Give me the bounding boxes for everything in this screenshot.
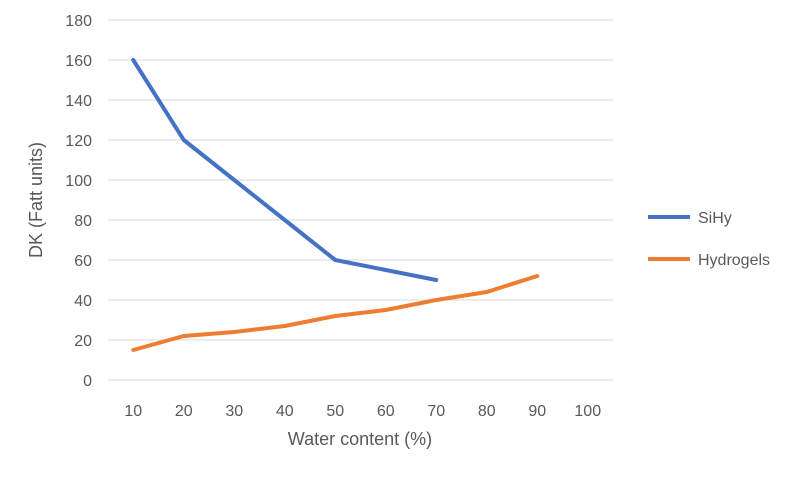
x-tick-label: 20: [175, 403, 193, 420]
y-axis-ticks: 0 20 40 60 80 100 120 140 160 180: [65, 13, 92, 390]
series-line-sihy: [131, 58, 439, 282]
y-tick-label: 60: [74, 253, 92, 270]
x-tick-label: 50: [326, 403, 344, 420]
x-axis-ticks: 10 20 30 40 50 60 70 80 90 100: [124, 403, 601, 420]
y-tick-label: 100: [65, 173, 92, 190]
y-tick-label: 20: [74, 333, 92, 350]
x-tick-label: 40: [276, 403, 294, 420]
series-lines: [131, 58, 540, 352]
y-tick-label: 40: [74, 293, 92, 310]
x-tick-label: 70: [427, 403, 445, 420]
legend: SiHy Hydrogels: [648, 210, 770, 269]
y-tick-label: 180: [65, 13, 92, 30]
series-line-hydrogels: [131, 274, 540, 352]
x-tick-label: 60: [377, 403, 395, 420]
x-tick-label: 30: [225, 403, 243, 420]
y-tick-label: 120: [65, 133, 92, 150]
x-tick-label: 10: [124, 403, 142, 420]
x-tick-label: 90: [528, 403, 546, 420]
gridlines: [108, 19, 613, 381]
x-axis-label: Water content (%): [288, 429, 432, 449]
y-tick-label: 140: [65, 93, 92, 110]
y-tick-label: 80: [74, 213, 92, 230]
legend-label: SiHy: [698, 210, 732, 227]
x-tick-label: 100: [574, 403, 601, 420]
legend-label: Hydrogels: [698, 252, 770, 269]
y-tick-label: 0: [83, 373, 92, 390]
y-tick-label: 160: [65, 53, 92, 70]
x-tick-label: 80: [478, 403, 496, 420]
y-axis-label: DK (Fatt units): [26, 142, 46, 258]
